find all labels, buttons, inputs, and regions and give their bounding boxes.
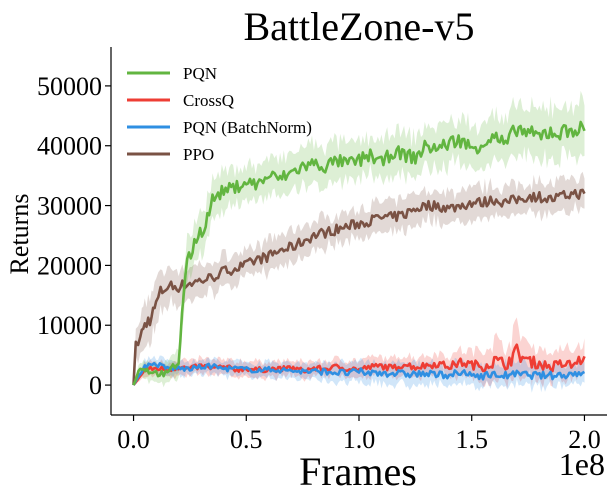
legend: PQN CrossQ PQN (BatchNorm) PPO	[127, 64, 312, 164]
x-ticks: 0.0 0.5 1.0 1.5 2.0	[117, 415, 601, 454]
x-tick-label: 1.0	[343, 425, 376, 454]
band-pqn	[133, 90, 585, 388]
y-tick-label: 0	[89, 371, 102, 400]
legend-item-pqn-batchnorm: PQN (BatchNorm)	[127, 118, 312, 137]
series-line-ppo	[132, 188, 586, 386]
y-axis-label: Returns	[5, 194, 34, 275]
series-line-pqn-batchnorm	[132, 361, 586, 386]
y-tick-label: 50000	[37, 72, 102, 101]
band-ppo	[133, 171, 585, 386]
x-tick-label: 1.5	[455, 425, 488, 454]
legend-label: PPO	[183, 145, 214, 164]
x-tick-label: 0.5	[230, 425, 263, 454]
x-tick-label: 2.0	[568, 425, 601, 454]
legend-label: CrossQ	[183, 91, 234, 110]
y-tick-label: 10000	[37, 311, 102, 340]
band-pqn-batchnorm	[133, 355, 585, 393]
y-ticks: 0 10000 20000 30000 40000 50000	[37, 72, 111, 400]
x-axis-label: Frames	[299, 449, 417, 494]
legend-item-pqn: PQN	[127, 64, 217, 83]
y-tick-label: 30000	[37, 192, 102, 221]
legend-item-crossq: CrossQ	[127, 91, 234, 110]
y-tick-label: 20000	[37, 251, 102, 280]
series-line-pqn	[132, 120, 586, 386]
legend-label: PQN	[183, 64, 217, 83]
x-tick-label: 0.0	[117, 425, 150, 454]
x-scale-label: 1e8	[559, 446, 605, 482]
series-lines	[132, 120, 586, 386]
chart-title: BattleZone-v5	[243, 4, 474, 49]
legend-item-ppo: PPO	[127, 145, 214, 164]
y-tick-label: 40000	[37, 132, 102, 161]
legend-label: PQN (BatchNorm)	[183, 118, 312, 137]
